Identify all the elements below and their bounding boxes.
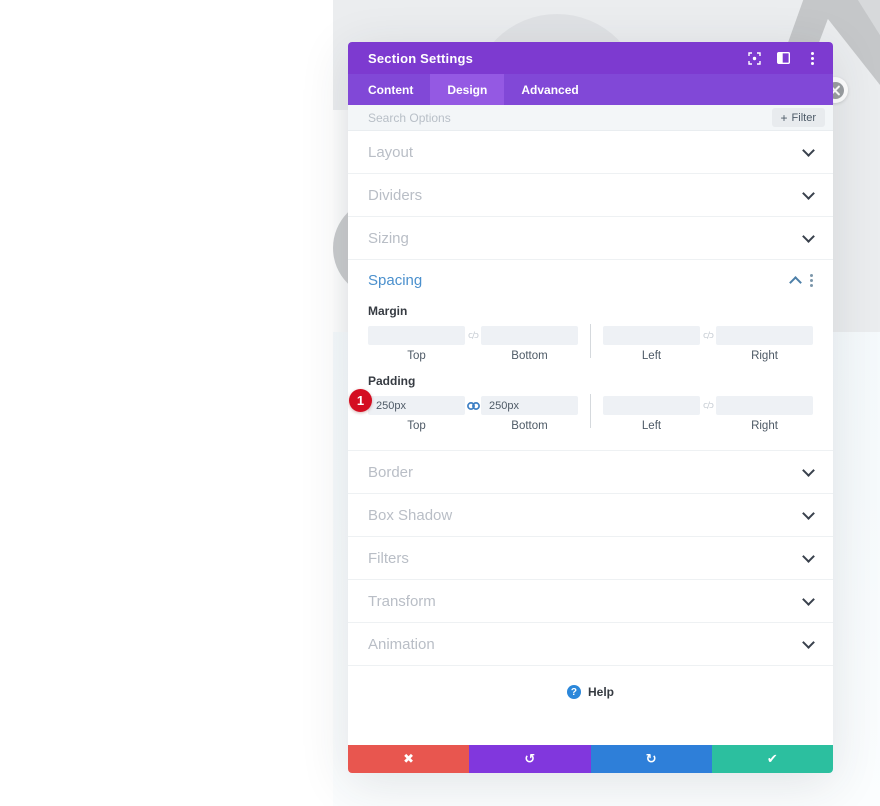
filter-button[interactable]: + Filter (771, 108, 825, 127)
accordion-title: Animation (368, 635, 435, 653)
discard-button[interactable]: ✖ (348, 745, 470, 773)
accordion-section-animation[interactable]: Animation (348, 623, 833, 666)
accordion-title: Box Shadow (368, 506, 453, 524)
spacing-section-header[interactable]: Spacing (348, 260, 833, 300)
chevron-down-icon (802, 229, 815, 243)
help-label: Help (587, 685, 614, 699)
padding-left-label: Left (641, 420, 662, 432)
modal-header: Section Settings (348, 42, 833, 74)
tab-content[interactable]: Content (368, 82, 414, 97)
chevron-down-icon (802, 506, 815, 520)
margin-left-input[interactable] (603, 326, 700, 345)
tab-design[interactable]: Design (430, 74, 505, 105)
margin-fields: c/ɔ c/ɔ Top Bottom Left Rig (368, 324, 813, 362)
padding-top-input[interactable] (368, 396, 465, 415)
margin-top-label: Top (407, 350, 426, 362)
margin-left-label: Left (641, 350, 662, 362)
plus-icon: + (780, 110, 788, 125)
accordion-section-transform[interactable]: Transform (348, 580, 833, 623)
field-group-divider (590, 394, 591, 428)
margin-label: Margin (368, 304, 408, 318)
split-view-icon[interactable] (776, 51, 790, 65)
margin-top-input[interactable] (368, 326, 465, 345)
margin-right-input[interactable] (716, 326, 813, 345)
accordion-title: Filters (368, 549, 409, 567)
unlink-icon[interactable]: c/ɔ (703, 330, 714, 341)
chevron-up-icon (789, 275, 802, 289)
accordion-title: Border (368, 463, 414, 481)
tab-advanced[interactable]: Advanced (521, 82, 579, 97)
redo-button[interactable]: ↻ (590, 745, 712, 773)
spacing-section-content: Margin c/ɔ c/ɔ Top Bottom (348, 300, 833, 450)
accordion-section-box-shadow[interactable]: Box Shadow (348, 494, 833, 537)
accordion-section-sizing[interactable]: Sizing (348, 217, 833, 260)
accordion-title: Sizing (368, 229, 409, 247)
padding-fields: c/ɔ Top Bottom Left Right (368, 394, 813, 432)
help-link[interactable]: ? Help (348, 666, 833, 718)
unlink-icon[interactable]: c/ɔ (468, 330, 479, 341)
unlink-icon[interactable]: c/ɔ (703, 400, 714, 411)
margin-bottom-input[interactable] (481, 326, 578, 345)
accordion-title: Dividers (368, 186, 423, 204)
section-settings-modal: Section Settings Content Design Advanced (348, 42, 833, 773)
field-group-divider (590, 324, 591, 358)
margin-right-label: Right (751, 350, 778, 362)
help-icon: ? (566, 685, 581, 699)
spacing-section-title: Spacing (368, 271, 423, 289)
undo-button[interactable]: ↺ (469, 745, 591, 773)
padding-bottom-label: Bottom (511, 420, 548, 432)
padding-left-input[interactable] (603, 396, 700, 415)
margin-bottom-label: Bottom (511, 350, 548, 362)
modal-title: Section Settings (368, 50, 474, 66)
accordion-section-border[interactable]: Border (348, 451, 833, 494)
check-icon: ✔ (766, 751, 778, 767)
undo-icon: ↺ (524, 751, 536, 767)
search-input[interactable] (348, 110, 772, 125)
filter-button-label: Filter (791, 111, 816, 124)
annotation-step-badge: 1 (349, 389, 372, 412)
padding-label: Padding (368, 374, 416, 388)
padding-bottom-input[interactable] (481, 396, 578, 415)
padding-top-label: Top (407, 420, 426, 432)
expand-icon[interactable] (747, 51, 761, 65)
chevron-down-icon (802, 635, 815, 649)
modal-tab-bar: Content Design Advanced (348, 74, 833, 105)
modal-body: Layout Dividers Sizing Spacing Margin (348, 131, 833, 773)
chevron-down-icon (802, 549, 815, 563)
accordion-section-dividers[interactable]: Dividers (348, 174, 833, 217)
link-icon[interactable] (465, 401, 481, 411)
chevron-down-icon (802, 463, 815, 477)
accordion-title: Transform (368, 592, 436, 610)
more-menu-icon[interactable] (805, 51, 819, 65)
padding-right-input[interactable] (716, 396, 813, 415)
chevron-down-icon (802, 592, 815, 606)
accordion-section-layout[interactable]: Layout (348, 131, 833, 174)
close-icon: ✖ (403, 751, 415, 767)
save-button[interactable]: ✔ (711, 745, 833, 773)
chevron-down-icon (802, 186, 815, 200)
modal-footer: ✖ ↺ ↻ ✔ (348, 745, 833, 773)
chevron-down-icon (802, 143, 815, 157)
modal-footer-spacer (348, 718, 833, 745)
search-row: + Filter (348, 105, 833, 131)
padding-right-label: Right (751, 420, 778, 432)
accordion-section-filters[interactable]: Filters (348, 537, 833, 580)
redo-icon: ↻ (645, 751, 657, 767)
spacing-options-menu-icon[interactable] (810, 273, 813, 287)
accordion-section-spacing-open: Spacing Margin c/ɔ c/ɔ (348, 260, 833, 451)
accordion-title: Layout (368, 143, 414, 161)
placeholder-mountain-dark (813, 0, 880, 85)
